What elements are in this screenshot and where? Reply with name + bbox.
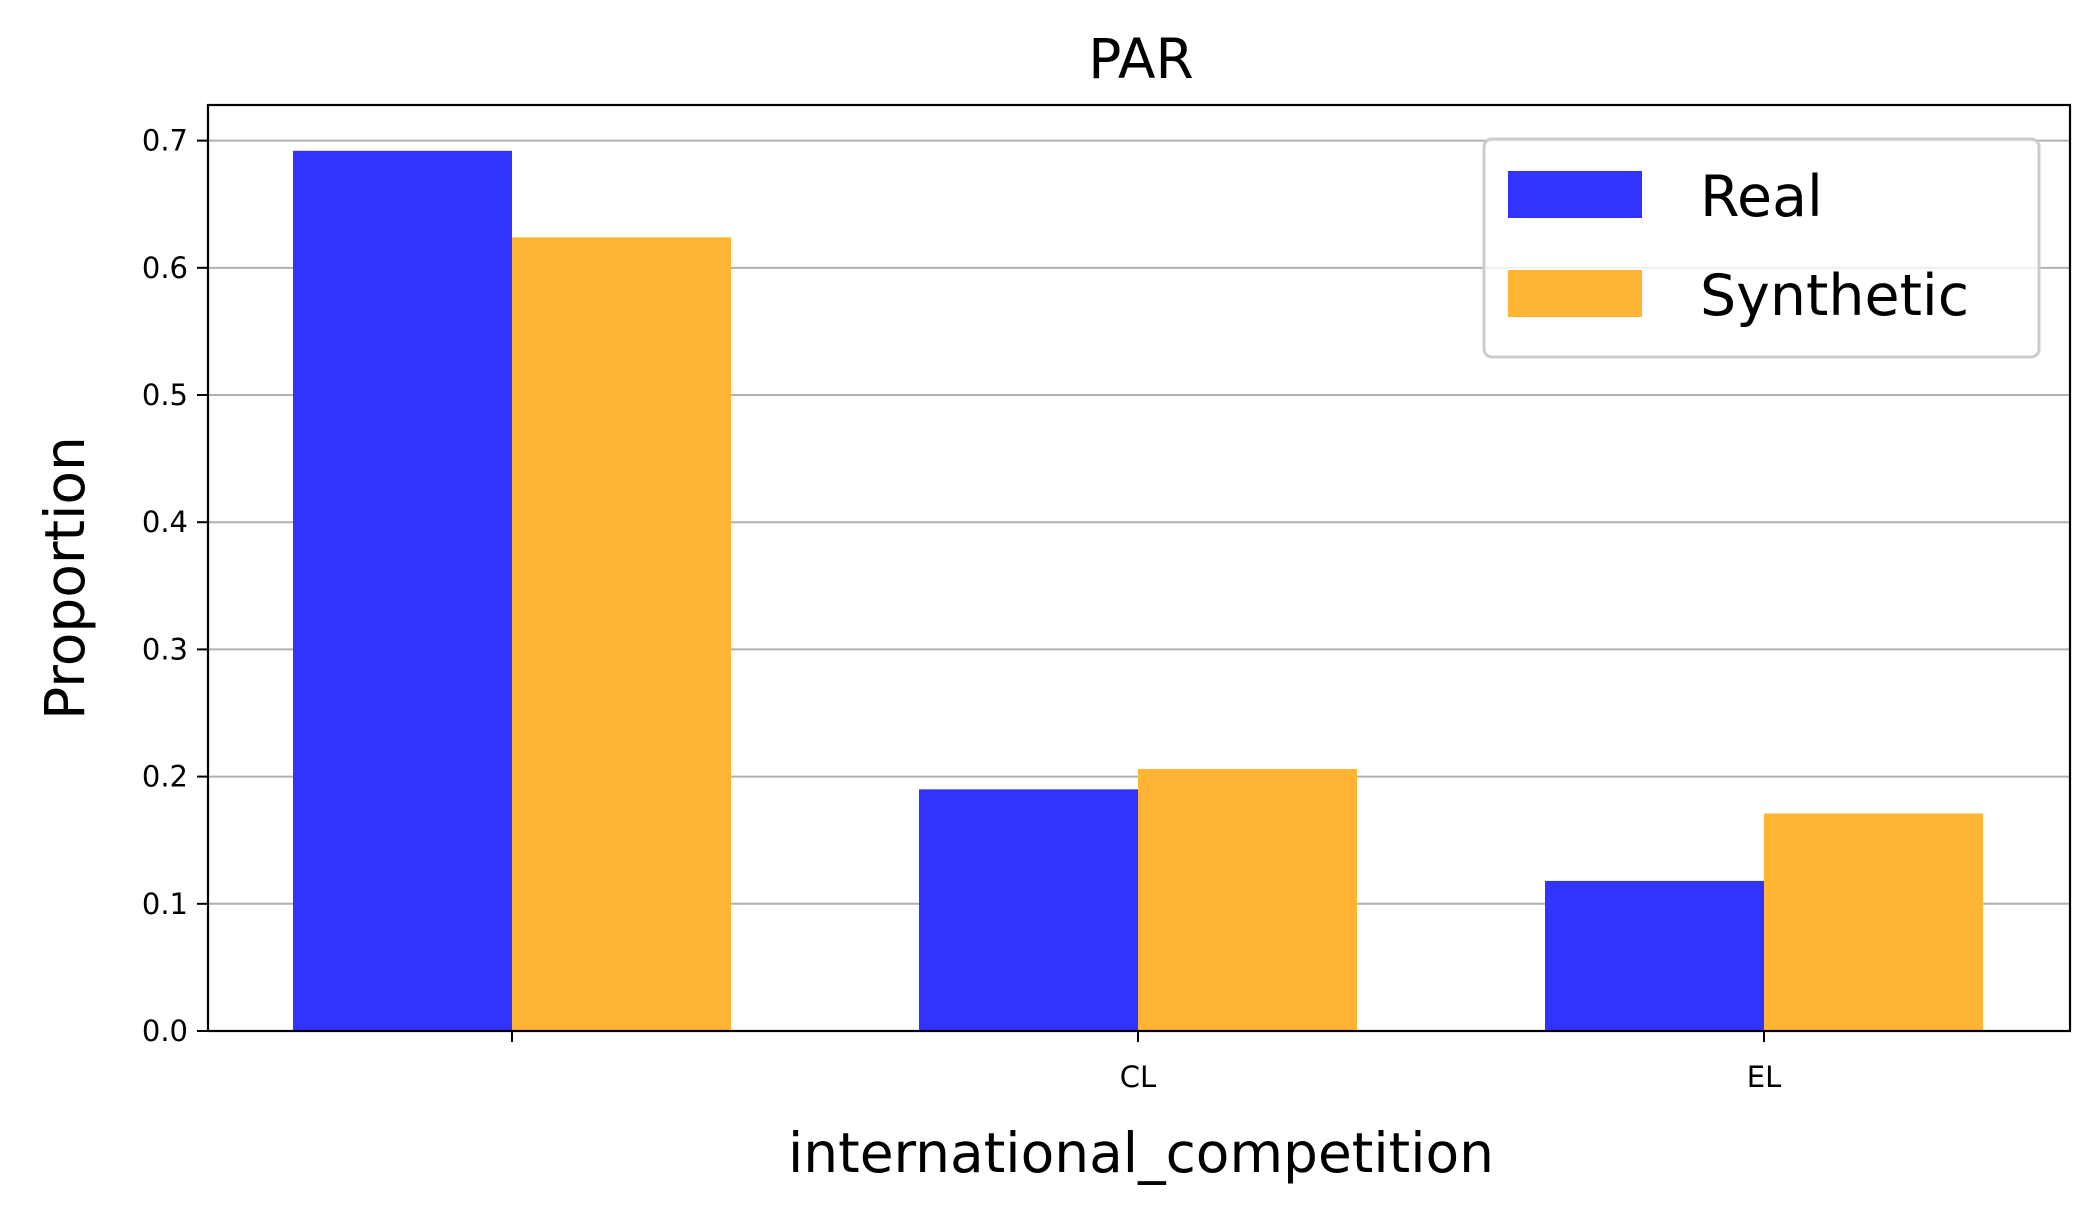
legend-label-real: Real bbox=[1700, 164, 1823, 230]
legend-swatch-synthetic bbox=[1508, 270, 1642, 317]
bar-synthetic-blank bbox=[512, 237, 731, 1032]
bar-synthetic-EL bbox=[1764, 813, 1983, 1031]
y-tick-label-2: 0.2 bbox=[142, 760, 188, 794]
y-tick-label-4: 0.4 bbox=[142, 505, 188, 539]
y-tick-label-0: 0.0 bbox=[142, 1014, 188, 1048]
legend-label-synthetic: Synthetic bbox=[1700, 263, 1969, 329]
y-axis-label: Proportion bbox=[33, 436, 97, 720]
bar-real-CL bbox=[919, 789, 1138, 1031]
x-tick-label-2: EL bbox=[1747, 1060, 1781, 1094]
y-tick-label-7: 0.7 bbox=[142, 124, 188, 158]
y-axis-ticks: 0.0 0.1 0.2 0.3 0.4 0.5 0.6 0.7 bbox=[142, 124, 208, 1048]
y-tick-label-6: 0.6 bbox=[142, 251, 188, 285]
bar-real-EL bbox=[1545, 880, 1764, 1031]
legend: Real Synthetic bbox=[1482, 137, 2041, 359]
x-tick-label-1: CL bbox=[1120, 1060, 1156, 1094]
x-axis-label: international_competition bbox=[788, 1121, 1494, 1185]
legend-swatch-real bbox=[1508, 171, 1642, 218]
bar-real-blank bbox=[293, 150, 512, 1032]
y-tick-label-3: 0.3 bbox=[142, 632, 188, 666]
y-tick-label-1: 0.1 bbox=[142, 887, 188, 921]
bars bbox=[293, 150, 1983, 1032]
bar-synthetic-CL bbox=[1138, 768, 1357, 1031]
chart-title: PAR bbox=[1088, 27, 1194, 91]
y-tick-label-5: 0.5 bbox=[142, 378, 188, 412]
x-axis-ticks: CL EL bbox=[511, 1031, 1781, 1094]
